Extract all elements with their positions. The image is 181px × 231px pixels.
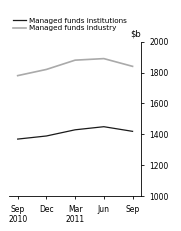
Text: $b: $b: [131, 30, 141, 39]
Managed funds industry: [103, 57, 105, 60]
Managed funds industry: [17, 74, 19, 77]
Line: Managed funds institutions: Managed funds institutions: [18, 127, 132, 139]
Managed funds institutions: [45, 135, 47, 137]
Managed funds institutions: [131, 130, 134, 133]
Legend: Managed funds institutions, Managed funds industry: Managed funds institutions, Managed fund…: [13, 17, 126, 31]
Managed funds industry: [131, 65, 134, 68]
Managed funds institutions: [74, 128, 76, 131]
Line: Managed funds industry: Managed funds industry: [18, 59, 132, 76]
Managed funds industry: [74, 59, 76, 61]
Managed funds industry: [45, 68, 47, 71]
Managed funds institutions: [17, 138, 19, 140]
Managed funds institutions: [103, 125, 105, 128]
